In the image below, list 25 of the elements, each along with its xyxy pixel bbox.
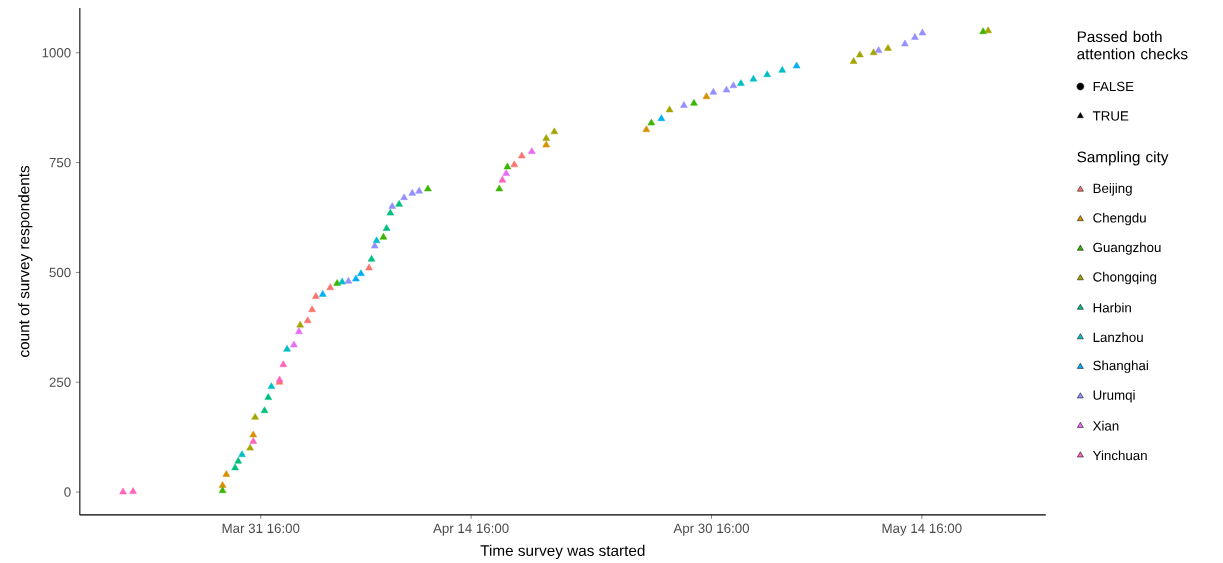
legend-label: Lanzhou [1093, 332, 1143, 342]
legend-label: Guangzhou [1093, 242, 1161, 255]
y-tick-label: 1000 [42, 47, 71, 58]
legend-label: Xian [1092, 420, 1119, 431]
legend-title: Sampling city [1077, 150, 1169, 166]
x-axis-title: Time survey was started [480, 544, 645, 559]
x-tick-label: Apr 30 16:00 [673, 523, 750, 536]
legend-label: TRUE [1092, 111, 1129, 121]
legend-label: Harbin [1093, 302, 1131, 313]
x-tick-label: Apr 14 16:00 [433, 523, 509, 536]
legend-label: Chengdu [1093, 212, 1146, 225]
y-tick-label: 500 [49, 267, 71, 277]
legend-label: FALSE [1093, 81, 1134, 91]
x-tick-label: May 14 16:00 [882, 523, 962, 536]
y-axis-title: count of survey respondents [18, 165, 33, 357]
legend-label: Beijing [1093, 183, 1132, 196]
y-tick-label: 0 [64, 487, 71, 497]
y-tick-label: 250 [49, 377, 71, 387]
x-tick-label: Mar 31 16:00 [222, 523, 300, 533]
y-tick-label: 750 [49, 157, 71, 168]
text: Passed both attention checks [1077, 30, 1188, 60]
legend-label: Urumqi [1093, 389, 1135, 403]
legend-label: Yinchuan [1092, 450, 1147, 460]
legend-label: Shanghai [1093, 360, 1148, 373]
legend-label: Chongqing [1093, 271, 1157, 285]
